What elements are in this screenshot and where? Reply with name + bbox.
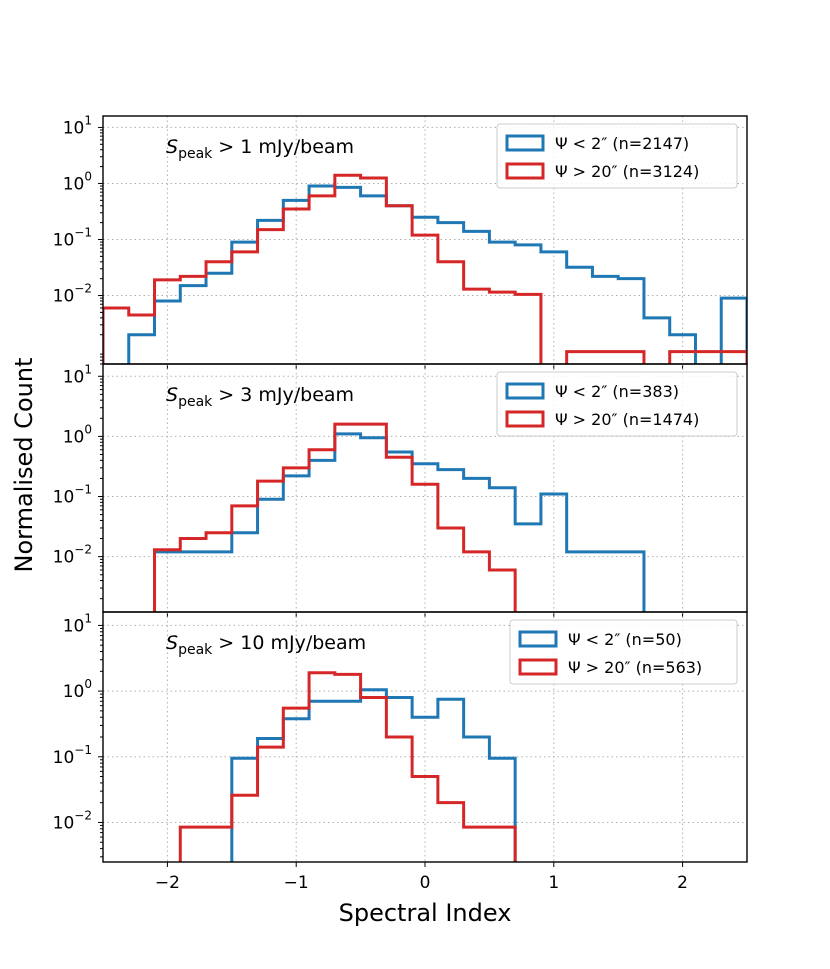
panel-title-symbol: S	[166, 136, 178, 158]
y-tick-exponent: −1	[74, 226, 92, 240]
legend-count: (n=563)	[631, 658, 703, 677]
legend-box	[496, 123, 738, 189]
legend-swatch-extended	[518, 658, 558, 676]
legend-entry: Ψ < 2″ (n=2147)	[555, 134, 689, 153]
x-axis-label: Spectral Index	[339, 899, 512, 927]
histogram-series-extended	[153, 422, 517, 612]
legend-swatch-extended	[505, 410, 545, 428]
y-tick-label: 101	[63, 611, 92, 636]
panel-title: Speak > 1 mJy/beam	[166, 136, 354, 162]
y-tick-label: 10−1	[53, 743, 92, 768]
y-tick-base: 10	[53, 813, 75, 833]
legend-swatch-compact	[505, 134, 545, 152]
legend-label: Ψ > 20″	[568, 658, 631, 677]
y-tick-exponent: −2	[74, 282, 92, 296]
y-tick-label: 100	[63, 422, 92, 447]
y-tick-label: 101	[63, 362, 92, 387]
histogram-series-extended	[178, 671, 517, 862]
panel-title-threshold: > 1 mJy/beam	[212, 136, 354, 158]
y-tick-exponent: 1	[84, 362, 92, 376]
x-tick-label: 1	[548, 873, 559, 893]
panel-title-threshold: > 3 mJy/beam	[212, 384, 354, 406]
legend-swatch-extended	[505, 162, 545, 180]
legend-label: Ψ > 20″	[555, 162, 618, 181]
y-tick-base: 10	[53, 287, 75, 307]
y-tick-label: 10−2	[53, 543, 92, 568]
y-tick-base: 10	[63, 682, 85, 702]
y-tick-exponent: −1	[74, 483, 92, 497]
y-tick-base: 10	[63, 174, 85, 194]
legend-entry: Ψ < 2″ (n=50)	[568, 630, 682, 649]
y-tick-base: 10	[63, 427, 85, 447]
legend-count: (n=2147)	[607, 134, 689, 153]
y-tick-exponent: 1	[84, 113, 92, 127]
x-tick-label: 2	[677, 873, 688, 893]
legend-entry: Ψ < 2″ (n=383)	[555, 382, 679, 401]
y-tick-exponent: 0	[84, 422, 92, 436]
y-tick-label: 100	[63, 677, 92, 702]
y-tick-exponent: 0	[84, 677, 92, 691]
legend-entry: Ψ > 20″ (n=563)	[568, 658, 702, 677]
y-tick-label: 10−1	[53, 226, 92, 251]
legend-count: (n=383)	[607, 382, 679, 401]
y-tick-base: 10	[53, 748, 75, 768]
y-tick-base: 10	[53, 488, 75, 508]
y-tick-label: 100	[63, 169, 92, 194]
legend-label: Ψ < 2″	[568, 630, 620, 649]
panel-title: Speak > 3 mJy/beam	[166, 384, 354, 410]
panel-title-symbol: S	[166, 632, 178, 654]
legend-count: (n=1474)	[618, 410, 700, 429]
legend-count: (n=50)	[620, 630, 681, 649]
y-tick-exponent: −2	[74, 808, 92, 822]
legend-entry: Ψ > 20″ (n=3124)	[555, 162, 699, 181]
legend-swatch-compact	[505, 382, 545, 400]
y-tick-label: 10−1	[53, 483, 92, 508]
legend-label: Ψ < 2″	[555, 382, 607, 401]
legend: Ψ < 2″ (n=2147) Ψ > 20″ (n=3124)	[496, 123, 738, 189]
y-tick-base: 10	[63, 367, 85, 387]
panel-title-threshold: > 10 mJy/beam	[212, 632, 366, 654]
histogram-series-compact	[230, 688, 517, 862]
y-tick-label: 101	[63, 113, 92, 138]
legend-label: Ψ < 2″	[555, 134, 607, 153]
y-tick-exponent: 0	[84, 169, 92, 183]
y-tick-exponent: −2	[74, 543, 92, 557]
histogram-series-compact	[153, 432, 646, 612]
panel-title-symbol: S	[166, 384, 178, 406]
legend-box	[496, 371, 738, 437]
y-tick-label: 10−2	[53, 282, 92, 307]
histogram-series-compact	[127, 184, 747, 364]
legend-box	[509, 619, 738, 685]
y-tick-base: 10	[63, 616, 85, 636]
x-tick-label: −1	[284, 873, 309, 893]
y-tick-exponent: −1	[74, 743, 92, 757]
histogram-series-extended	[103, 173, 747, 364]
y-tick-base: 10	[53, 548, 75, 568]
y-tick-base: 10	[53, 231, 75, 251]
legend: Ψ < 2″ (n=383) Ψ > 20″ (n=1474)	[496, 371, 738, 437]
panel-title-subscript: peak	[178, 642, 213, 658]
legend-swatch-compact	[518, 630, 558, 648]
y-tick-base: 10	[63, 118, 85, 138]
legend-count: (n=3124)	[618, 162, 700, 181]
legend-entry: Ψ > 20″ (n=1474)	[555, 410, 699, 429]
y-tick-label: 10−2	[53, 808, 92, 833]
x-tick-label: 0	[420, 873, 431, 893]
y-axis-label: Normalised Count	[10, 358, 38, 573]
panel-title-subscript: peak	[178, 394, 213, 410]
legend-label: Ψ > 20″	[555, 410, 618, 429]
legend: Ψ < 2″ (n=50) Ψ > 20″ (n=563)	[509, 619, 738, 685]
panel-title-subscript: peak	[178, 146, 213, 162]
x-tick-label: −2	[155, 873, 180, 893]
panel-title: Speak > 10 mJy/beam	[166, 632, 366, 658]
y-tick-exponent: 1	[84, 611, 92, 625]
